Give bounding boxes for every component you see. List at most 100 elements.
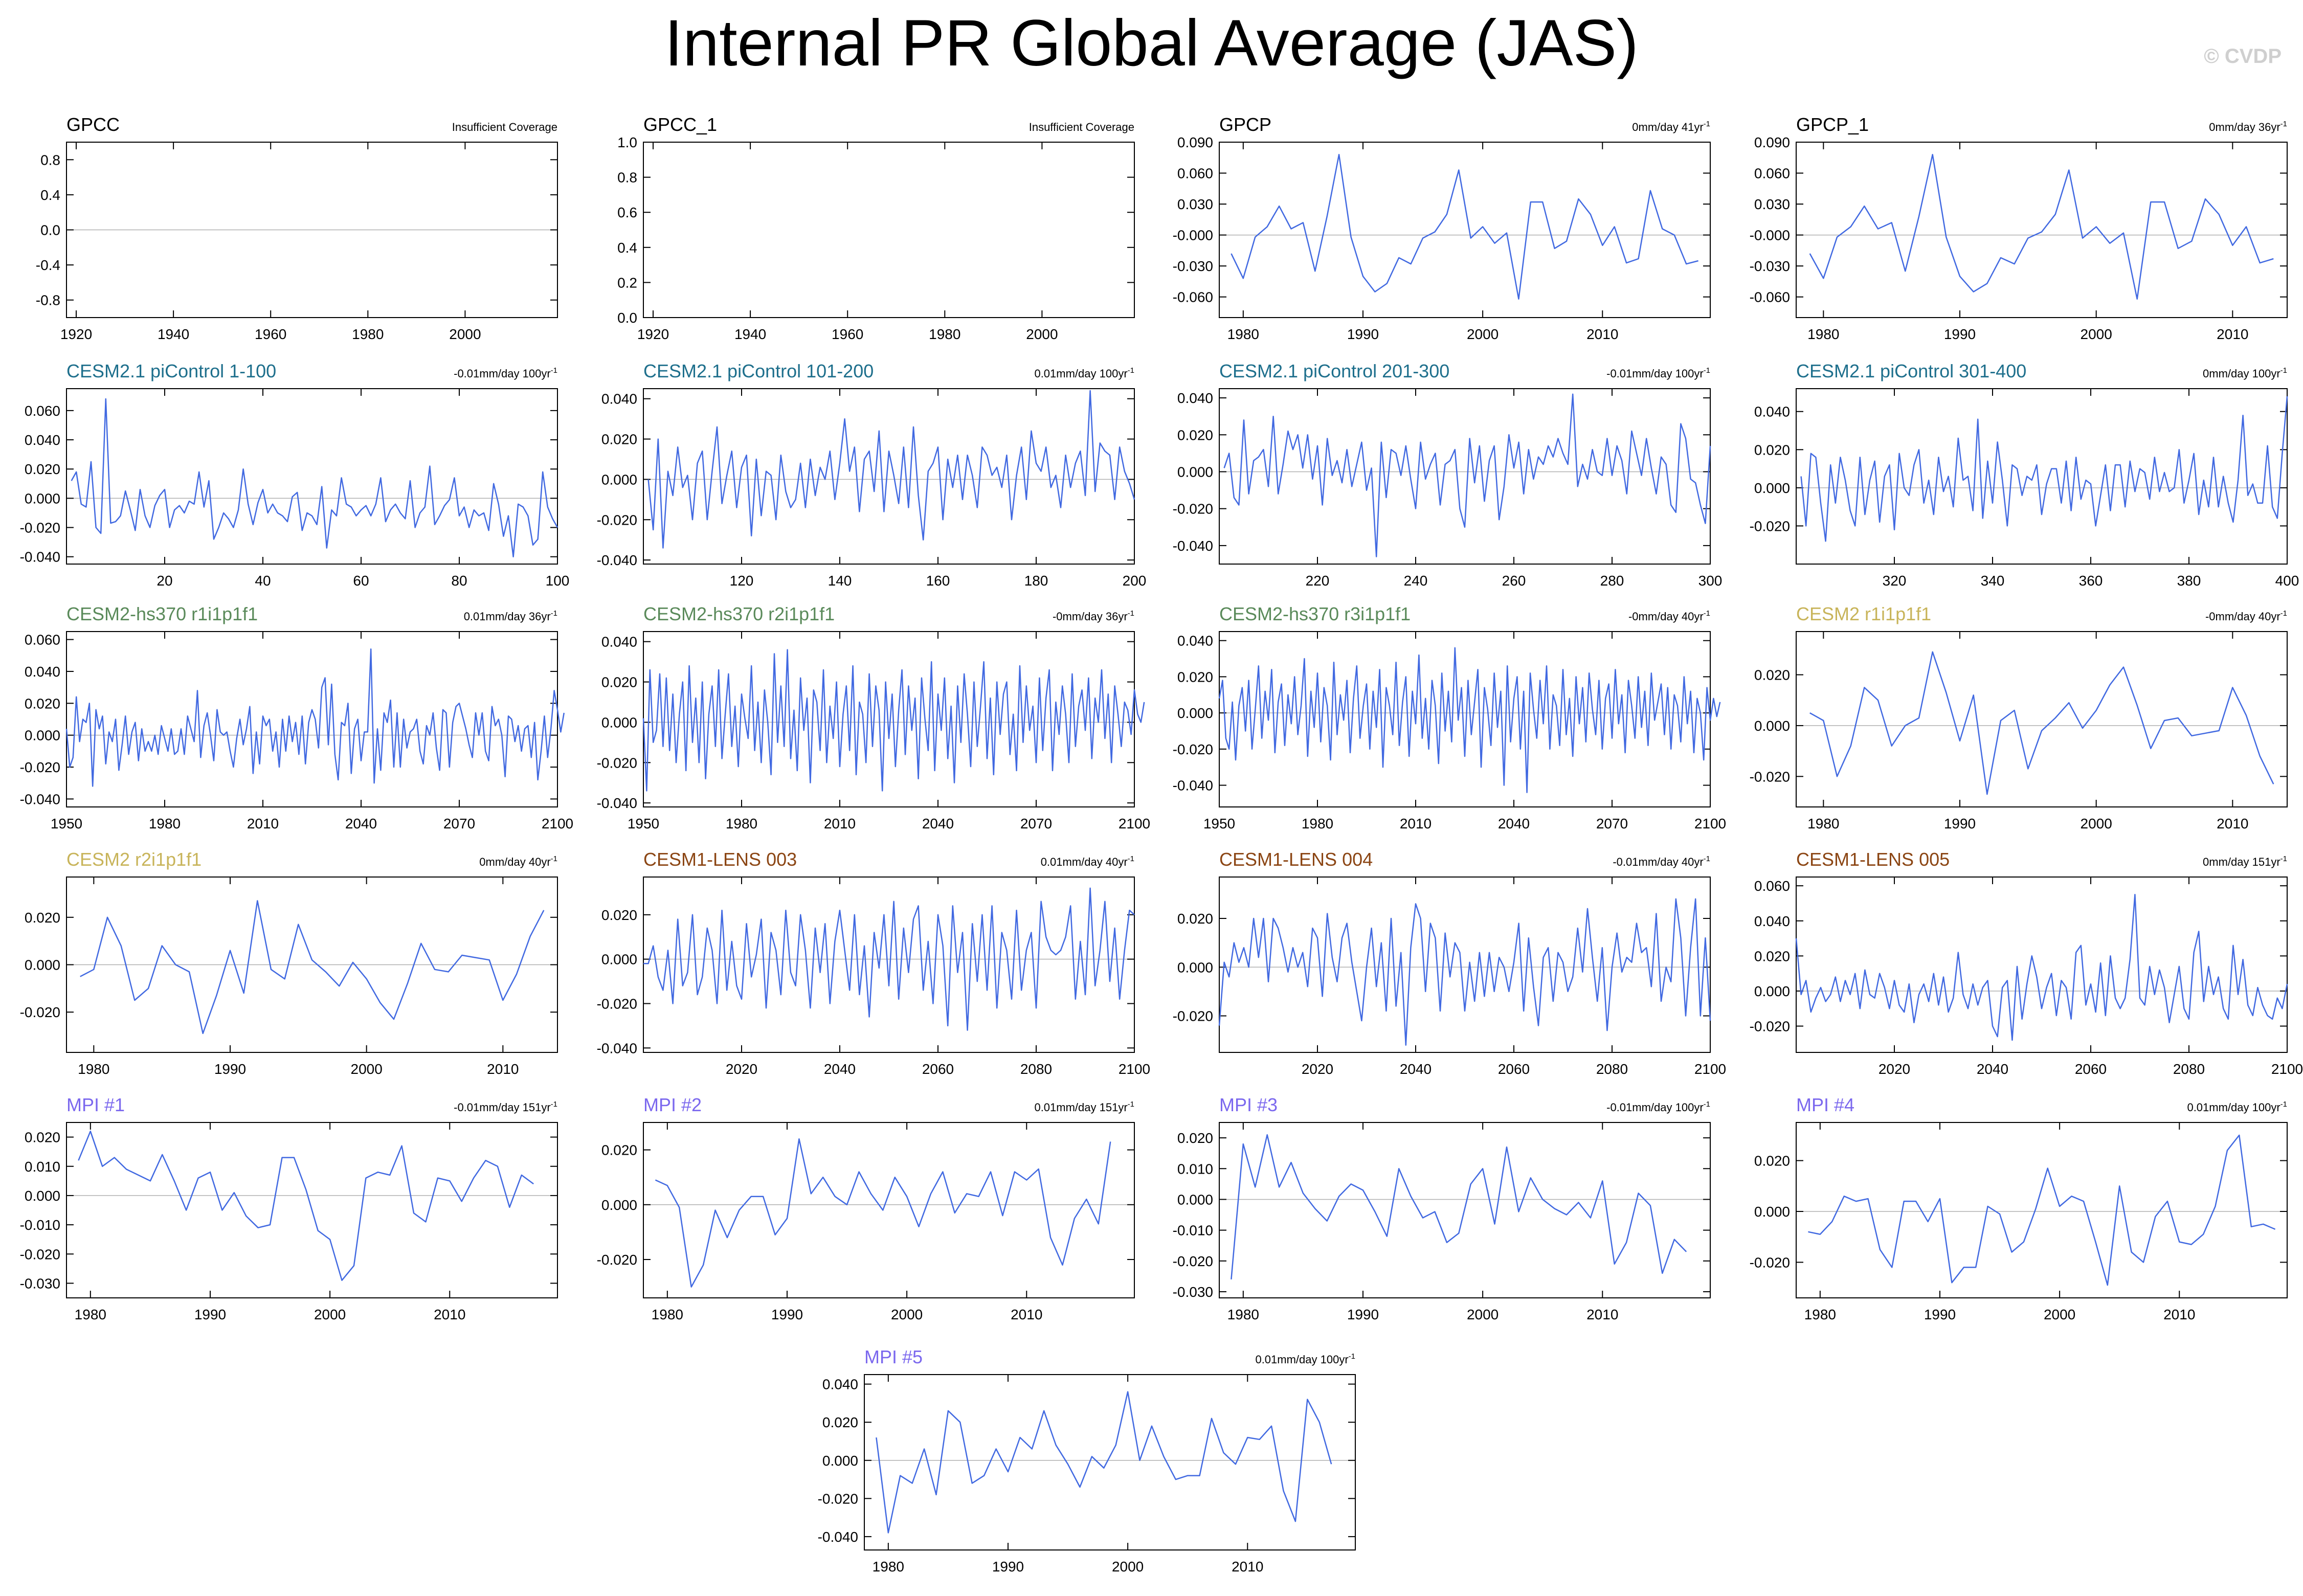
panel-21: MPI #5 0.01mm/day 100yr-1 -0.040 -0.020 0.00… [818, 1346, 1356, 1575]
panel-stat: 0mm/day 100yr-1 [2203, 366, 2287, 380]
x-tick-label: 2010 [1586, 326, 1618, 342]
x-tick-label: 1990 [1347, 1307, 1379, 1322]
x-tick-label: 2040 [345, 816, 377, 831]
panel-2: GPCC_1 Insufficient Coverage 0.0 0.2 0.4 0.6 0… [617, 114, 1135, 342]
y-tick-label: 0.020 [1754, 442, 1790, 458]
x-tick-label: 2010 [2163, 1307, 2195, 1322]
x-tick-label: 2010 [1400, 816, 1432, 831]
series-line [1800, 396, 2288, 542]
x-tick-label: 2020 [1879, 1061, 1910, 1077]
panel-title: CESM1-LENS 004 [1219, 849, 1373, 870]
panel-6: CESM2.1 piControl 101-200 0.01mm/day 100y… [597, 361, 1147, 589]
x-tick-label: 120 [730, 573, 754, 589]
x-tick-label: 2000 [2044, 1307, 2075, 1322]
x-tick-label: 2010 [1232, 1559, 1263, 1575]
y-tick-label: -0.010 [1173, 1223, 1213, 1239]
y-tick-label: 0.090 [1754, 134, 1790, 150]
x-tick-label: 400 [2275, 573, 2299, 589]
panel-stat: 0.01mm/day 100yr-1 [1255, 1352, 1355, 1366]
y-tick-label: 0.060 [25, 632, 60, 648]
panel-title: MPI #2 [643, 1094, 702, 1115]
y-tick-label: 0.4 [617, 240, 637, 256]
y-tick-label: 1.0 [617, 134, 637, 150]
x-tick-label: 2000 [2081, 326, 2112, 342]
plot-frame [1796, 876, 2288, 1053]
panel-stat: -0mm/day 36yr-1 [1053, 609, 1134, 623]
x-tick-label: 1990 [771, 1307, 803, 1322]
x-tick-label: 1920 [60, 326, 92, 342]
y-tick-label: -0.020 [20, 1246, 60, 1262]
panel-title: CESM2 r2i1p1f1 [66, 849, 202, 870]
panel-10: CESM2-hs370 r2i1p1f1 -0mm/day 36yr-1 -0.04… [597, 603, 1151, 831]
x-tick-label: 2010 [434, 1307, 465, 1322]
x-tick-label: 2100 [1119, 1061, 1150, 1077]
y-tick-label: 0.020 [1177, 669, 1213, 685]
x-tick-label: 2040 [824, 1061, 856, 1077]
watermark-text: © CVDP [2204, 45, 2282, 68]
x-tick-label: 2080 [1020, 1061, 1052, 1077]
y-tick-label: 0.000 [1754, 1204, 1790, 1220]
x-tick-label: 1980 [1227, 326, 1259, 342]
x-tick-label: 1980 [352, 326, 384, 342]
series-line [643, 887, 1135, 1031]
panel-stat: -0.01mm/day 40yr-1 [1613, 855, 1710, 868]
y-tick-label: 0.040 [1177, 633, 1213, 649]
series-line [71, 398, 558, 557]
y-tick-label: -0.030 [1173, 258, 1213, 274]
plot-frame [1796, 142, 2288, 318]
y-tick-label: 0.000 [25, 957, 60, 973]
x-tick-label: 360 [2079, 573, 2103, 589]
panel-title: CESM2-hs370 r2i1p1f1 [643, 603, 835, 624]
panel-title: CESM2.1 piControl 201-300 [1219, 361, 1449, 381]
panel-title: GPCC [66, 114, 120, 135]
x-tick-label: 2000 [2081, 816, 2112, 831]
y-tick-label: 0.000 [1754, 480, 1790, 496]
x-tick-label: 2080 [1596, 1061, 1628, 1077]
panel-title: MPI #5 [864, 1346, 923, 1367]
y-tick-label: 0.030 [1754, 196, 1790, 212]
y-tick-label: 0.020 [25, 461, 60, 477]
y-tick-label: -0.020 [597, 755, 637, 771]
x-tick-label: 2040 [922, 816, 954, 831]
x-tick-label: 2000 [891, 1307, 923, 1322]
panel-13: CESM2 r2i1p1f1 0mm/day 40yr-1 -0.020 0.000 0… [20, 849, 558, 1077]
x-tick-label: 2000 [1467, 326, 1499, 342]
y-tick-label: -0.020 [597, 996, 637, 1011]
panel-stat: 0mm/day 36yr-1 [2209, 120, 2287, 133]
y-tick-label: 0.020 [1754, 948, 1790, 964]
panel-15: CESM1-LENS 004 -0.01mm/day 40yr-1 -0.020 0.… [1173, 849, 1727, 1077]
plot-frame [66, 388, 558, 565]
y-tick-label: 0.020 [1177, 911, 1213, 927]
panel-title: GPCP_1 [1796, 114, 1869, 135]
y-tick-label: 0.020 [601, 1142, 637, 1158]
x-tick-label: 2010 [1011, 1307, 1042, 1322]
y-tick-label: -0.040 [1173, 778, 1213, 794]
y-tick-label: -0.020 [818, 1491, 858, 1507]
x-tick-label: 1990 [214, 1061, 246, 1077]
x-tick-label: 2100 [1119, 816, 1150, 831]
x-tick-label: 1980 [1302, 816, 1333, 831]
x-tick-label: 1980 [1807, 816, 1839, 831]
panel-stat: -0.01mm/day 100yr-1 [1606, 1100, 1710, 1114]
x-tick-label: 2080 [2173, 1061, 2205, 1077]
panel-title: GPCC_1 [643, 114, 717, 135]
y-tick-label: -0.020 [1173, 1008, 1213, 1024]
y-tick-label: 0.040 [1177, 390, 1213, 406]
x-tick-label: 1940 [734, 326, 766, 342]
x-tick-label: 260 [1502, 573, 1526, 589]
panel-stat: 0.01mm/day 36yr-1 [464, 609, 557, 623]
series-line [1218, 647, 1721, 793]
y-tick-label: 0.010 [1177, 1161, 1213, 1177]
x-tick-label: 1990 [1347, 326, 1379, 342]
plot-frame [1796, 388, 2288, 565]
y-tick-label: 0.090 [1177, 134, 1213, 150]
x-tick-label: 2070 [1020, 816, 1052, 831]
panel-12: CESM2 r1i1p1f1 -0mm/day 40yr-1 -0.020 0.000… [1750, 603, 2288, 831]
y-tick-label: -0.000 [1173, 228, 1213, 243]
y-tick-label: -0.020 [1750, 1254, 1790, 1270]
x-tick-label: 2060 [1498, 1061, 1530, 1077]
x-tick-label: 140 [828, 573, 852, 589]
x-tick-label: 2020 [726, 1061, 757, 1077]
y-tick-label: -0.020 [1173, 741, 1213, 757]
x-tick-label: 2040 [1977, 1061, 2008, 1077]
